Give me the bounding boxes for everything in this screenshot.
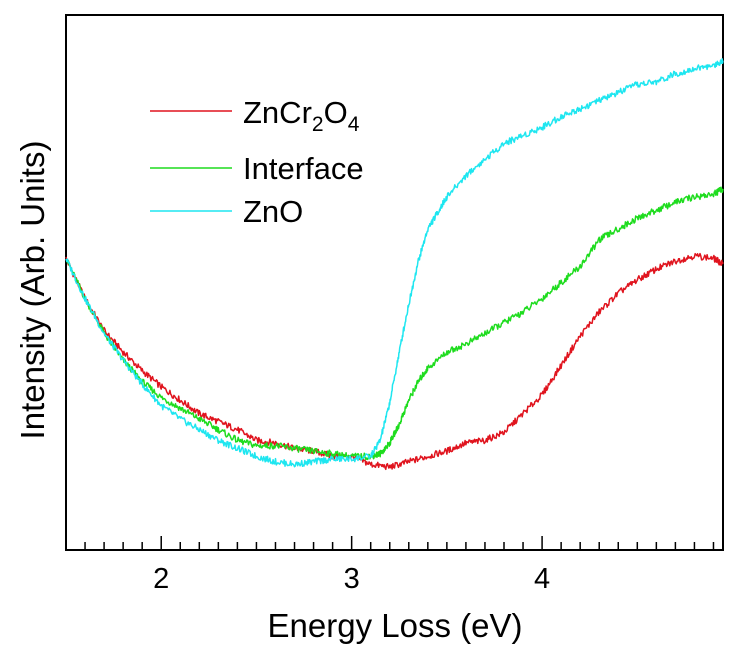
legend: ZnCr2O4 Interface ZnO bbox=[150, 95, 364, 229]
x-axis-label: Energy Loss (eV) bbox=[268, 607, 523, 644]
legend-label-interface: Interface bbox=[243, 151, 364, 186]
x-tick-label: 4 bbox=[534, 563, 550, 595]
legend-label-zno: ZnO bbox=[243, 194, 303, 229]
series-line-zncr2o4 bbox=[65, 252, 724, 471]
series-line-zno bbox=[65, 58, 724, 468]
x-tick-labels: 2 3 4 bbox=[153, 563, 550, 595]
plot-frame bbox=[65, 14, 724, 551]
legend-label-zncr2o4: ZnCr2O4 bbox=[243, 95, 360, 136]
x-ticks bbox=[84, 536, 715, 550]
series-group bbox=[65, 58, 724, 471]
x-tick-label: 3 bbox=[344, 563, 360, 595]
x-tick-label: 2 bbox=[153, 563, 169, 595]
y-axis-label: Intensity (Arb. Units) bbox=[14, 141, 51, 440]
series-line-interface bbox=[65, 186, 724, 461]
